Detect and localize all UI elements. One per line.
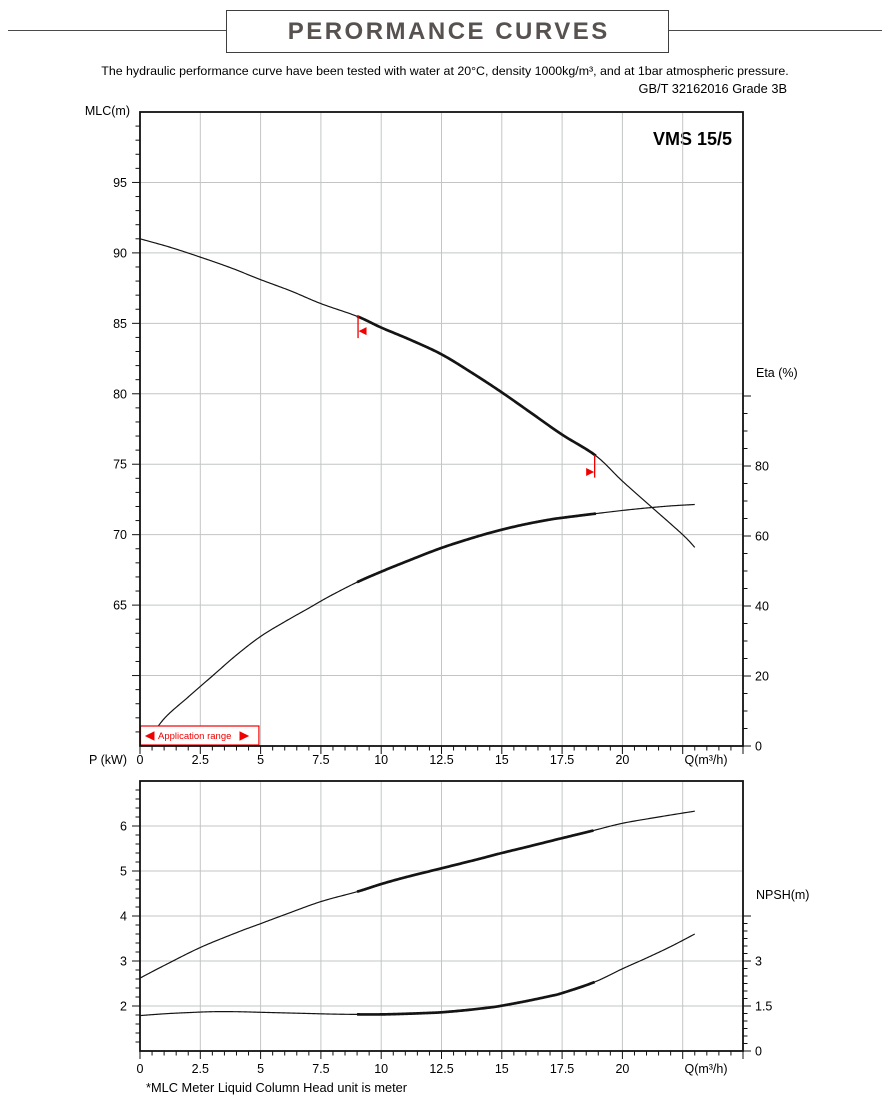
x-tick-label: 12.5 bbox=[429, 753, 453, 767]
right-tick-label: 1.5 bbox=[755, 1000, 772, 1014]
right-axis-title: Eta (%) bbox=[756, 366, 798, 380]
standard-reference: GB/T 32162016 Grade 3B bbox=[638, 81, 787, 96]
curve-head-rated-range bbox=[356, 315, 597, 457]
x-tick-label: 7.5 bbox=[312, 1062, 329, 1076]
right-tick-label: 0 bbox=[755, 740, 762, 754]
left-tick-label: 70 bbox=[113, 528, 127, 542]
x-tick-label: 15 bbox=[495, 753, 509, 767]
x-tick-label: 2.5 bbox=[192, 753, 209, 767]
title-box: PERORMANCE CURVES bbox=[226, 10, 669, 53]
x-tick-label: 10 bbox=[374, 753, 388, 767]
left-tick-label: 80 bbox=[113, 387, 127, 401]
left-tick-label: 4 bbox=[120, 910, 127, 924]
x-tick-label: 12.5 bbox=[429, 1062, 453, 1076]
left-tick-label: 3 bbox=[120, 955, 127, 969]
curve-eta bbox=[146, 503, 695, 743]
x-tick-label: 0 bbox=[137, 753, 144, 767]
right-tick-label: 20 bbox=[755, 670, 769, 684]
right-tick-label: 0 bbox=[755, 1045, 762, 1059]
x-tick-label: 7.5 bbox=[312, 753, 329, 767]
x-tick-label: 2.5 bbox=[192, 1062, 209, 1076]
x-tick-label: 20 bbox=[615, 1062, 629, 1076]
left-tick-label: 5 bbox=[120, 865, 127, 879]
pump-model-label: VMS 15/5 bbox=[652, 129, 732, 149]
right-tick-label: 60 bbox=[755, 530, 769, 544]
left-tick-label: 6 bbox=[120, 820, 127, 834]
left-tick-label: 85 bbox=[113, 317, 127, 331]
left-tick-label: 2 bbox=[120, 1000, 127, 1014]
x-tick-label: 17.5 bbox=[550, 1062, 574, 1076]
left-axis-title: P (kW) bbox=[89, 753, 127, 767]
x-tick-label: 5 bbox=[257, 753, 264, 767]
range-arrow-left-icon bbox=[144, 731, 155, 741]
right-axis-title: NPSH(m) bbox=[756, 888, 809, 902]
right-tick-label: 40 bbox=[755, 600, 769, 614]
right-tick-label: 80 bbox=[755, 460, 769, 474]
curve-npsh-rated-range bbox=[356, 980, 596, 1016]
x-tick-label: 10 bbox=[374, 1062, 388, 1076]
mlc-footnote: *MLC Meter Liquid Column Head unit is me… bbox=[146, 1080, 408, 1095]
curve-power bbox=[139, 810, 695, 979]
application-range-label: Application range bbox=[158, 731, 231, 742]
x-axis-title: Q(m³/h) bbox=[684, 1062, 727, 1076]
duty-marker-arrow-icon bbox=[358, 327, 367, 336]
right-tick-label: 3 bbox=[755, 955, 762, 969]
x-tick-label: 0 bbox=[137, 1062, 144, 1076]
left-axis-title: MLC(m) bbox=[85, 104, 130, 118]
curve-eta-rated-range bbox=[356, 512, 597, 584]
x-tick-label: 20 bbox=[615, 753, 629, 767]
x-axis-title: Q(m³/h) bbox=[684, 753, 727, 767]
x-tick-label: 15 bbox=[495, 1062, 509, 1076]
x-tick-label: 17.5 bbox=[550, 753, 574, 767]
test-conditions-note: The hydraulic performance curve have bee… bbox=[101, 64, 789, 78]
curve-power-rated-range bbox=[356, 829, 594, 893]
left-tick-label: 75 bbox=[113, 458, 127, 472]
curve-head bbox=[139, 238, 696, 548]
left-tick-label: 95 bbox=[113, 176, 127, 190]
duty-marker-arrow-icon bbox=[586, 467, 595, 476]
x-tick-label: 5 bbox=[257, 1062, 264, 1076]
curve-npsh bbox=[139, 933, 696, 1017]
page-title: PERORMANCE CURVES bbox=[287, 17, 610, 45]
left-tick-label: 90 bbox=[113, 246, 127, 260]
left-tick-label: 65 bbox=[113, 599, 127, 613]
range-arrow-right-icon bbox=[239, 731, 250, 741]
